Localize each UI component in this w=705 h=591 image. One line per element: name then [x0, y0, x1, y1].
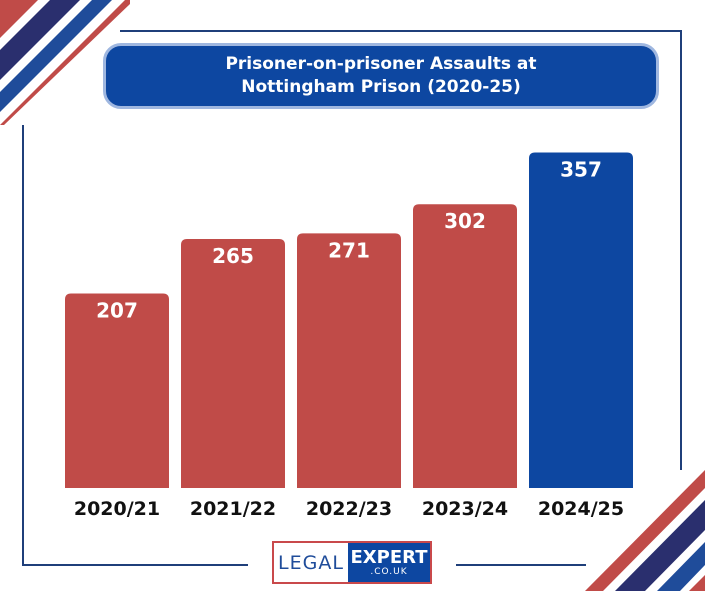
frame-line-bottom-right	[456, 564, 586, 566]
corner-stripes-bottom-right	[585, 470, 705, 591]
logo-expert-text: EXPERT	[350, 547, 428, 568]
x-tick-label: 2024/25	[538, 498, 624, 520]
bar-2020-21	[65, 293, 169, 488]
bar-value-label: 207	[96, 298, 138, 322]
logo-expert-block: EXPERT .CO.UK	[348, 543, 430, 582]
frame-line-bottom-left	[22, 564, 248, 566]
frame-line-left	[22, 125, 24, 565]
bar-2021-22	[181, 238, 285, 488]
x-tick-label: 2022/23	[306, 498, 392, 520]
frame-line-right	[680, 30, 682, 470]
chart-title-line-2: Nottingham Prison (2020-25)	[241, 77, 521, 97]
corner-stripes-top-left	[0, 0, 130, 125]
x-tick-label: 2020/21	[74, 498, 160, 520]
chart-title-banner: Prisoner-on-prisoner Assaults at Notting…	[103, 43, 659, 109]
legal-expert-logo: LEGAL EXPERT .CO.UK	[272, 541, 432, 584]
bar-value-label: 302	[444, 209, 486, 233]
bar-2023-24	[413, 204, 517, 488]
logo-legal-text: LEGAL	[278, 551, 344, 574]
x-tick-label: 2021/22	[190, 498, 276, 520]
x-tick-label: 2023/24	[422, 498, 508, 520]
bar-value-label: 271	[328, 238, 370, 262]
bar-value-label: 265	[212, 244, 254, 268]
chart-title-line-1: Prisoner-on-prisoner Assaults at	[225, 54, 537, 74]
logo-couk-text: .CO.UK	[370, 567, 408, 577]
frame-line-top	[120, 30, 682, 32]
bar-2024-25	[529, 152, 633, 488]
bar-value-label: 357	[560, 158, 602, 182]
bar-2022-23	[297, 233, 401, 488]
